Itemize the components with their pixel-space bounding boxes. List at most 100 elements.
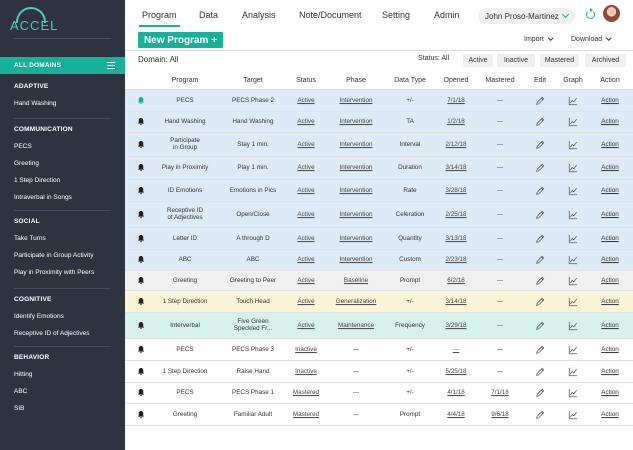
action-link[interactable]: Action xyxy=(601,367,619,375)
action-link[interactable]: Action xyxy=(601,210,619,218)
cell-opened[interactable]: --- xyxy=(452,345,460,353)
cell-status[interactable]: Active xyxy=(297,321,315,329)
line-graph-icon[interactable] xyxy=(568,367,578,377)
cell-status[interactable]: Mastered xyxy=(292,389,320,397)
domain-heading-communication[interactable]: COMMUNICATION xyxy=(14,126,73,133)
pencil-icon[interactable] xyxy=(535,345,545,355)
sidebar-item-1-step-direction[interactable]: 1 Step Direction xyxy=(14,177,61,184)
cell-status[interactable]: Active xyxy=(297,276,315,284)
cell-phase[interactable]: Maintenance xyxy=(337,321,375,329)
sidebar-item-sib[interactable]: SIB xyxy=(14,405,25,412)
pencil-icon[interactable] xyxy=(535,140,545,150)
sidebar-item-receptive-id-of-adjectives[interactable]: Receptive ID of Adjectives xyxy=(14,330,90,337)
sidebar-item-intraverbal-in-songs[interactable]: Intraverbal in Songs xyxy=(14,194,72,201)
sidebar-item-hand-washing[interactable]: Hand Washing xyxy=(14,100,57,107)
column-header-graph[interactable]: Graph xyxy=(563,77,583,84)
cell-status[interactable]: Active xyxy=(297,96,315,104)
pencil-icon[interactable] xyxy=(535,388,545,398)
domain-heading-behavior[interactable]: BEHAVIOR xyxy=(14,354,50,361)
action-link[interactable]: Action xyxy=(601,276,619,284)
refresh-icon[interactable] xyxy=(586,8,595,19)
bell-icon[interactable] xyxy=(137,276,145,284)
action-link[interactable]: Action xyxy=(601,297,619,305)
new-program-button[interactable]: New Program + xyxy=(138,32,223,48)
tab-note-document[interactable]: Note/Document xyxy=(299,10,362,20)
column-header-data-type[interactable]: Data Type xyxy=(394,77,426,84)
sidebar-item-abc[interactable]: ABC xyxy=(14,388,28,395)
table-row[interactable]: ABC ABC Active Intervention Custom 2/23/18 ---… xyxy=(125,250,633,271)
pencil-icon[interactable] xyxy=(535,410,545,420)
cell-status[interactable]: Active xyxy=(297,234,315,242)
pencil-icon[interactable] xyxy=(535,96,545,106)
cell-phase[interactable]: Intervention xyxy=(339,210,373,218)
cell-status[interactable]: Active xyxy=(297,256,315,264)
bell-icon[interactable] xyxy=(137,256,145,264)
table-row[interactable]: Interverbal Five Green Speckled Fr... Activ… xyxy=(125,313,633,339)
domain-heading-social[interactable]: SOCIAL xyxy=(14,218,40,225)
domain-heading-adaptive[interactable]: ADAPTIVE xyxy=(14,83,49,90)
filter-archived-button[interactable]: Archived xyxy=(585,54,626,67)
column-header-opened[interactable]: Opened xyxy=(443,77,469,84)
column-header-status[interactable]: Status xyxy=(296,77,316,84)
pencil-icon[interactable] xyxy=(535,186,545,196)
cell-phase[interactable]: Intervention xyxy=(339,256,373,264)
cell-opened[interactable]: 4/1/18 xyxy=(447,389,465,397)
filter-mastered-button[interactable]: Mastered xyxy=(540,54,579,67)
table-row[interactable]: Hand Washing Hand Washing Active Interventi… xyxy=(125,112,633,133)
pencil-icon[interactable] xyxy=(535,117,545,127)
cell-opened[interactable]: 3/14/18 xyxy=(445,164,467,172)
column-header-phase[interactable]: Phase xyxy=(346,77,366,84)
table-row[interactable]: Greeting Greeting to Peer Active Baseline Pr… xyxy=(125,271,633,291)
all-domains-item[interactable]: ALL DOMAINS xyxy=(0,57,125,74)
cell-phase[interactable]: --- xyxy=(352,367,360,375)
cell-phase[interactable]: Intervention xyxy=(339,186,373,194)
pencil-icon[interactable] xyxy=(535,276,545,286)
hamburger-icon[interactable] xyxy=(107,62,115,69)
column-header-target[interactable]: Target xyxy=(243,77,263,84)
line-graph-icon[interactable] xyxy=(568,96,578,106)
table-row[interactable]: 1 Step Direction Raise Hand Inactive --- +/-… xyxy=(125,361,633,383)
action-link[interactable]: Action xyxy=(601,410,619,418)
cell-status[interactable]: Mastered xyxy=(292,410,320,418)
table-row[interactable]: PECS PECS Phase 2 Active Intervention +/- 7/1… xyxy=(125,90,633,112)
download-dropdown[interactable]: Download xyxy=(571,34,612,43)
sidebar-item-pecs[interactable]: PECS xyxy=(14,143,32,150)
sidebar-item-play-in-proximity-with-peers[interactable]: Play in Proximity with Peers xyxy=(14,269,95,276)
sidebar-item-participate-in-group-activity[interactable]: Participate in Group Activity xyxy=(14,252,94,259)
action-link[interactable]: Action xyxy=(601,321,619,329)
pencil-icon[interactable] xyxy=(535,163,545,173)
cell-status[interactable]: Active xyxy=(297,118,315,126)
column-header-program[interactable]: Program xyxy=(171,77,199,84)
line-graph-icon[interactable] xyxy=(568,321,578,331)
cell-status[interactable]: Inactive xyxy=(295,345,317,353)
cell-phase[interactable]: Intervention xyxy=(339,164,373,172)
table-row[interactable]: ID Emotions Emotions in Pics Active Interve… xyxy=(125,180,633,202)
table-row[interactable]: Greeting Familiar Adult Mastered --- Prompt 4… xyxy=(125,404,633,426)
bell-icon[interactable] xyxy=(137,118,145,126)
avatar[interactable] xyxy=(603,5,620,22)
line-graph-icon[interactable] xyxy=(568,163,578,173)
cell-phase[interactable]: Intervention xyxy=(339,118,373,126)
pencil-icon[interactable] xyxy=(535,210,545,220)
cell-phase[interactable]: Generalization xyxy=(335,297,377,305)
action-link[interactable]: Action xyxy=(601,345,619,353)
line-graph-icon[interactable] xyxy=(568,276,578,286)
column-header-edit[interactable]: Edit xyxy=(533,77,547,84)
cell-status[interactable]: Active xyxy=(297,186,315,194)
bell-icon[interactable] xyxy=(137,345,145,353)
cell-status[interactable]: Inactive xyxy=(295,367,317,375)
cell-status[interactable]: Active xyxy=(297,164,315,172)
table-row[interactable]: Play in Proximity Play 1 min. Active Interv… xyxy=(125,157,633,180)
bell-icon[interactable] xyxy=(137,234,145,242)
tab-program[interactable]: Program xyxy=(142,10,177,20)
bell-icon[interactable] xyxy=(137,186,145,194)
accel-logo[interactable]: ACCEL xyxy=(10,6,58,36)
action-link[interactable]: Action xyxy=(601,389,619,397)
action-link[interactable]: Action xyxy=(601,164,619,172)
table-row[interactable]: Letter ID A through D Active Intervention Qu… xyxy=(125,228,633,250)
cell-opened[interactable]: 6/2/18 xyxy=(447,276,465,284)
tab-setting[interactable]: Setting xyxy=(382,10,411,20)
action-link[interactable]: Action xyxy=(601,118,619,126)
user-menu[interactable]: John Proso-Martinez xyxy=(478,8,575,24)
cell-opened[interactable]: 1/2/18 xyxy=(447,118,465,126)
